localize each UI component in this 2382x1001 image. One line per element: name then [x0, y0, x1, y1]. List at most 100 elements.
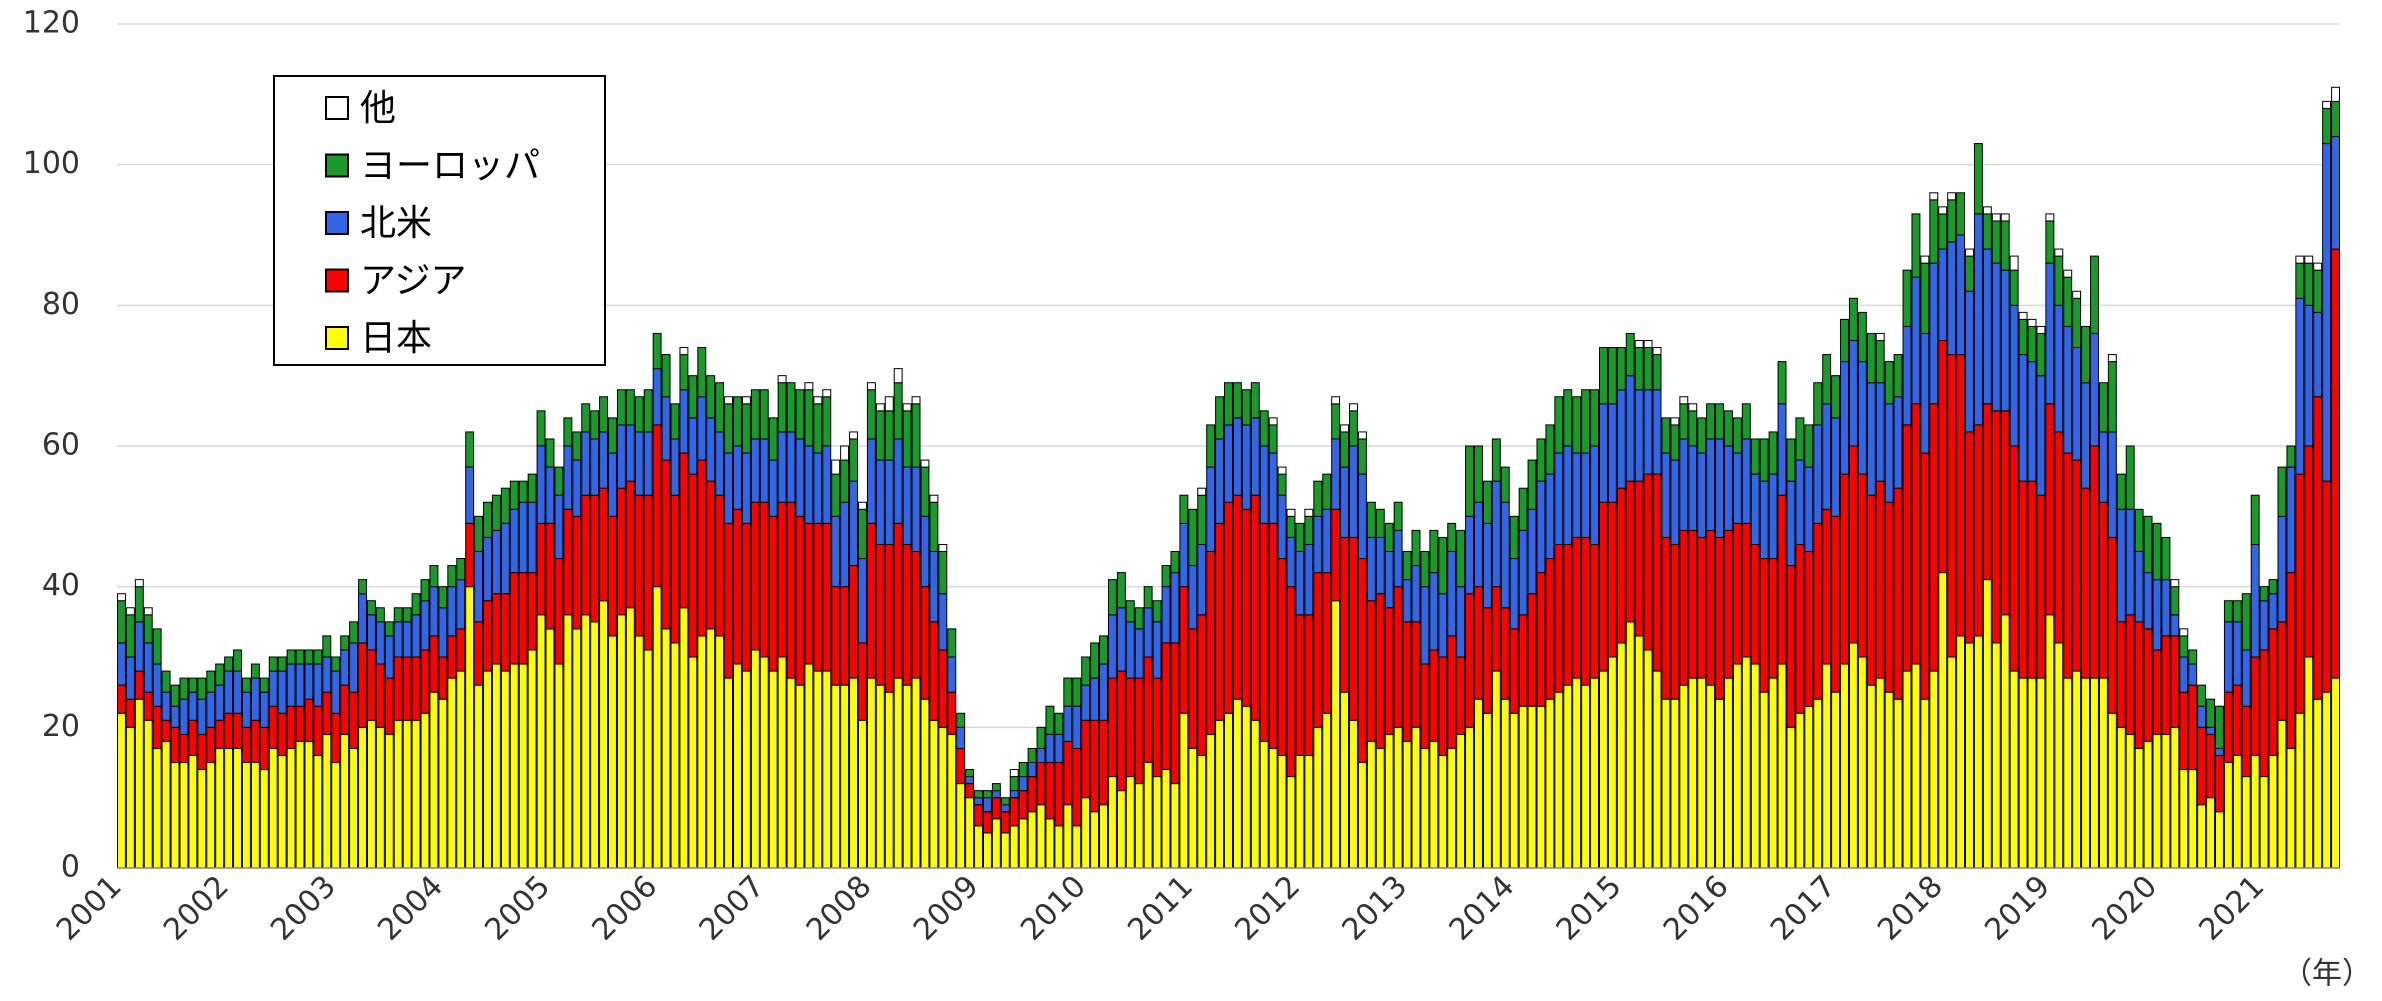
bar-segment [295, 705, 305, 742]
bar-segment [331, 762, 341, 869]
bar-segment [1822, 403, 1832, 510]
bar-segment [2161, 635, 2171, 735]
bar-segment [991, 783, 1001, 792]
bar-segment [1143, 586, 1153, 609]
bar-segment [652, 586, 662, 869]
bar-segment [1947, 656, 1957, 869]
bar-segment [1375, 747, 1385, 869]
bar-segment [956, 712, 966, 728]
y-tick-label: 0 [61, 850, 80, 885]
bar-segment [518, 480, 528, 503]
bar-segment [554, 558, 564, 665]
bar-segment [875, 543, 885, 686]
bar-segment [375, 621, 385, 665]
bar-segment [795, 438, 805, 517]
bar-segment [1500, 698, 1510, 869]
bar-segment [1840, 318, 1849, 363]
bar-segment [1723, 677, 1733, 869]
bar-segment [313, 663, 323, 707]
bar-segment [1831, 417, 1841, 517]
bar-segment [1661, 452, 1671, 538]
bar-segment [1411, 529, 1421, 567]
bar-segment [1545, 558, 1555, 700]
bar-segment [2027, 480, 2037, 679]
bar-segment [2036, 332, 2046, 377]
bar-segment [724, 452, 734, 524]
bar-segment [2206, 698, 2216, 728]
bar-segment [117, 712, 126, 869]
bar-segment [2170, 635, 2180, 728]
bar-segment [1607, 347, 1617, 405]
bar-segment [1491, 438, 1501, 482]
bar-segment [759, 438, 769, 503]
bar-segment [1411, 726, 1421, 869]
bar-segment [349, 621, 359, 644]
bar-segment [2331, 248, 2340, 679]
bar-segment [402, 656, 412, 721]
bar-segment [733, 396, 742, 447]
bar-segment [1679, 684, 1689, 869]
bar-segment [2232, 600, 2242, 623]
bar-segment [1482, 607, 1492, 714]
x-tick-label: 2019 [1978, 869, 2057, 948]
bar-segment [715, 635, 725, 869]
bar-segment [2072, 290, 2082, 299]
bar-segment [536, 614, 546, 869]
bar-segment [1045, 762, 1055, 820]
bar-segment [1991, 262, 2001, 412]
bar-segment [1090, 811, 1100, 869]
bar-segment [1893, 698, 1903, 869]
bar-segment [1991, 213, 2001, 222]
bar-segment [786, 382, 796, 433]
bar-segment [1393, 726, 1403, 869]
bar-segment [697, 347, 707, 398]
bar-segment [974, 825, 983, 869]
bar-segment [1804, 551, 1814, 707]
bar-segment [2188, 649, 2198, 665]
bar-segment [1563, 389, 1573, 447]
bar-segment [1340, 424, 1350, 433]
bar-segment [1215, 522, 1225, 721]
bar-segment [366, 614, 376, 651]
bar-segment [679, 347, 689, 356]
bar-segment [1456, 586, 1466, 658]
bar-segment [1920, 255, 1930, 264]
bar-segment [1991, 410, 2001, 644]
bar-segment [500, 593, 510, 672]
bar-segment [1857, 473, 1867, 658]
bar-segment [2277, 466, 2287, 517]
bar-segment [750, 389, 760, 440]
bar-segment [509, 480, 519, 510]
bar-segment [1947, 199, 1957, 243]
bar-segment [518, 663, 528, 869]
bar-segment [840, 501, 850, 588]
bar-segment [1429, 572, 1439, 651]
bar-segment [875, 684, 885, 869]
bar-segment [1054, 712, 1064, 735]
bar-segment [1241, 705, 1251, 869]
bar-segment [1357, 431, 1367, 440]
bar-segment [304, 649, 314, 665]
bar-segment [125, 698, 135, 728]
bar-segment [313, 754, 323, 869]
bar-segment [938, 543, 948, 553]
bar-segment [1866, 332, 1876, 384]
bar-segment [866, 389, 876, 440]
bar-segment [1107, 579, 1117, 616]
bar-segment [884, 543, 894, 693]
bar-segment [1581, 389, 1591, 454]
bar-segment [188, 691, 198, 721]
bar-segment [1688, 529, 1698, 679]
bar-segment [1786, 480, 1796, 567]
bar-segment [268, 705, 278, 749]
bar-segment [1723, 445, 1733, 531]
bar-segment [1715, 536, 1724, 700]
bar-segment [1545, 473, 1555, 560]
bar-segment [2116, 726, 2126, 869]
bar-segment [340, 733, 350, 869]
bar-segment [340, 684, 350, 735]
bar-segment [393, 656, 403, 721]
bar-segment [643, 389, 653, 433]
bar-segment [1366, 600, 1376, 742]
